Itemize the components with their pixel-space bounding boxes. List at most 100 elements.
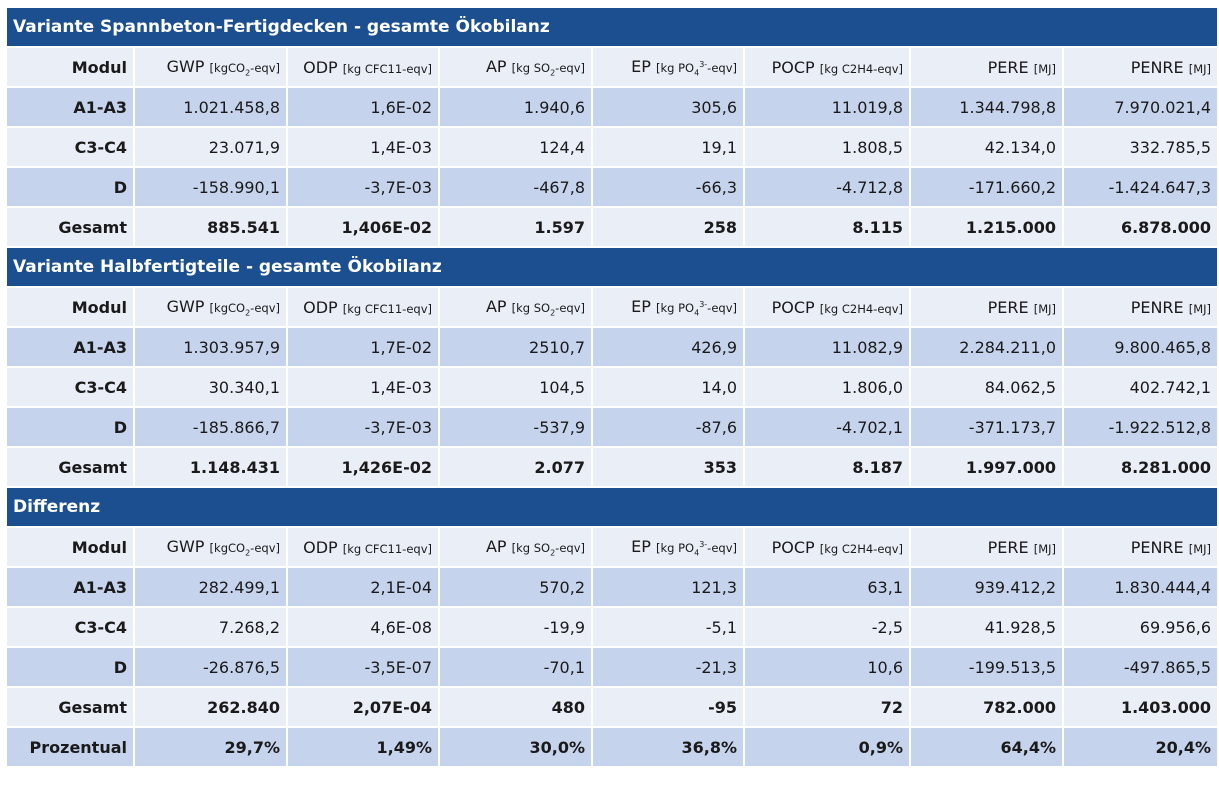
cell-penre: 1.830.444,4 — [1064, 568, 1218, 608]
header-pocp: POCP [kg C2H4-eqv] — [745, 528, 911, 568]
cell-pocp: 0,9% — [745, 728, 911, 768]
header-ap: AP [kg SO2-eqv] — [440, 288, 593, 328]
unit-part: -eqv] — [250, 60, 280, 75]
cell-odp: 1,406E-02 — [288, 208, 440, 248]
cell-ep: 258 — [593, 208, 745, 248]
header-pocp-label: POCP — [771, 57, 815, 77]
cell-gwp: 262.840 — [135, 688, 288, 728]
row-label: Gesamt — [7, 208, 135, 248]
header-odp-label: ODP — [303, 297, 338, 317]
cell-odp: 1,6E-02 — [288, 88, 440, 128]
section-title: Variante Halbfertigteile - gesamte Ökobi… — [7, 248, 1218, 288]
cell-pere: 1.997.000 — [911, 448, 1064, 488]
cell-ep: 19,1 — [593, 128, 745, 168]
header-penre-label: PENRE — [1130, 57, 1184, 77]
header-penre: PENRE [MJ] — [1064, 288, 1218, 328]
row-label: Gesamt — [7, 688, 135, 728]
cell-odp: -3,7E-03 — [288, 168, 440, 208]
cell-penre: 20,4% — [1064, 728, 1218, 768]
cell-odp: 1,426E-02 — [288, 448, 440, 488]
cell-pere: 939.412,2 — [911, 568, 1064, 608]
cell-odp: 2,07E-04 — [288, 688, 440, 728]
oekobilanz-table: Variante Spannbeton-Fertigdecken - gesam… — [7, 8, 1218, 768]
cell-pocp: -4.712,8 — [745, 168, 911, 208]
cell-pere: 1.344.798,8 — [911, 88, 1064, 128]
header-gwp: GWP [kgCO2-eqv] — [135, 48, 288, 88]
table-row: C3-C4 7.268,2 4,6E-08 -19,9 -5,1 -2,5 41.928,5… — [7, 608, 1218, 648]
cell-gwp: 1.021.458,8 — [135, 88, 288, 128]
cell-pere: -371.173,7 — [911, 408, 1064, 448]
cell-gwp: 23.071,9 — [135, 128, 288, 168]
cell-ap: 1.597 — [440, 208, 593, 248]
section-title: Variante Spannbeton-Fertigdecken - gesam… — [7, 8, 1218, 48]
row-label: A1-A3 — [7, 568, 135, 608]
header-odp-label: ODP — [303, 57, 338, 77]
unit-part: [kg PO — [656, 540, 695, 555]
row-label: Gesamt — [7, 448, 135, 488]
header-ep-unit: [kg PO43--eqv] — [656, 300, 737, 317]
table-row: Prozentual 29,7% 1,49% 30,0% 36,8% 0,9% 64,4% 2… — [7, 728, 1218, 768]
table-row: Gesamt 262.840 2,07E-04 480 -95 72 782.000 1.40… — [7, 688, 1218, 728]
header-pocp: POCP [kg C2H4-eqv] — [745, 48, 911, 88]
unit-part: -eqv] — [707, 60, 737, 75]
cell-pere: 64,4% — [911, 728, 1064, 768]
cell-odp: 2,1E-04 — [288, 568, 440, 608]
cell-penre: 69.956,6 — [1064, 608, 1218, 648]
cell-pere: 782.000 — [911, 688, 1064, 728]
unit-sub: 2 — [550, 308, 556, 318]
unit-part: [kg PO — [656, 300, 695, 315]
header-ap-unit: [kg SO2-eqv] — [512, 60, 585, 77]
cell-ep: -21,3 — [593, 648, 745, 688]
cell-odp: -3,5E-07 — [288, 648, 440, 688]
cell-ep: -5,1 — [593, 608, 745, 648]
cell-ep: 426,9 — [593, 328, 745, 368]
cell-pocp: 11.082,9 — [745, 328, 911, 368]
cell-ap: 2510,7 — [440, 328, 593, 368]
table-row: D -158.990,1 -3,7E-03 -467,8 -66,3 -4.712,8 -1… — [7, 168, 1218, 208]
header-gwp-label: GWP — [166, 536, 205, 556]
header-gwp-label: GWP — [166, 296, 205, 316]
row-label: D — [7, 648, 135, 688]
header-pere-unit: [MJ] — [1033, 541, 1056, 556]
table-row: A1-A3 282.499,1 2,1E-04 570,2 121,3 63,1 939.4… — [7, 568, 1218, 608]
row-label: Prozentual — [7, 728, 135, 768]
cell-penre: 332.785,5 — [1064, 128, 1218, 168]
cell-pere: 1.215.000 — [911, 208, 1064, 248]
unit-part: -eqv] — [555, 60, 585, 75]
header-odp-unit: [kg CFC11-eqv] — [342, 61, 432, 76]
header-ep-unit: [kg PO43--eqv] — [656, 540, 737, 557]
cell-pere: 84.062,5 — [911, 368, 1064, 408]
header-odp-label: ODP — [303, 537, 338, 557]
header-ep-unit: [kg PO43--eqv] — [656, 60, 737, 77]
header-ap-unit: [kg SO2-eqv] — [511, 540, 585, 557]
unit-part: -eqv] — [555, 300, 585, 315]
table-row: D -185.866,7 -3,7E-03 -537,9 -87,6 -4.702,1 -3… — [7, 408, 1218, 448]
header-pocp: POCP [kg C2H4-eqv] — [745, 288, 911, 328]
unit-part: [kg SO — [511, 540, 551, 555]
cell-gwp: 30.340,1 — [135, 368, 288, 408]
cell-penre: -1.922.512,8 — [1064, 408, 1218, 448]
header-ap-unit: [kg SO2-eqv] — [512, 300, 585, 318]
cell-gwp: 1.303.957,9 — [135, 328, 288, 368]
cell-odp: 1,49% — [288, 728, 440, 768]
cell-gwp: -26.876,5 — [135, 648, 288, 688]
header-modul: Modul — [7, 48, 135, 88]
header-pocp-unit: [kg C2H4-eqv] — [819, 541, 903, 556]
header-odp: ODP [kg CFC11-eqv] — [288, 48, 440, 88]
unit-part: -eqv] — [250, 540, 280, 555]
row-label: C3-C4 — [7, 608, 135, 648]
header-row: Modul GWP [kgCO2-eqv] ODP [kg CFC11-eqv] AP… — [7, 528, 1218, 568]
header-row: Modul GWP [kgCO2-eqv] ODP [kg CFC11-eqv] AP… — [7, 48, 1218, 88]
header-pere-label: PERE — [987, 57, 1029, 77]
header-pere: PERE [MJ] — [911, 48, 1064, 88]
table-row: C3-C4 23.071,9 1,4E-03 124,4 19,1 1.808,5 42.1… — [7, 128, 1218, 168]
cell-pere: 42.134,0 — [911, 128, 1064, 168]
row-label: C3-C4 — [7, 128, 135, 168]
cell-ap: -70,1 — [440, 648, 593, 688]
header-odp-unit: [kg CFC11-eqv] — [342, 301, 432, 316]
row-label: A1-A3 — [7, 328, 135, 368]
cell-pere: -199.513,5 — [911, 648, 1064, 688]
cell-penre: 6.878.000 — [1064, 208, 1218, 248]
cell-ap: -19,9 — [440, 608, 593, 648]
header-gwp-label: GWP — [166, 56, 205, 76]
